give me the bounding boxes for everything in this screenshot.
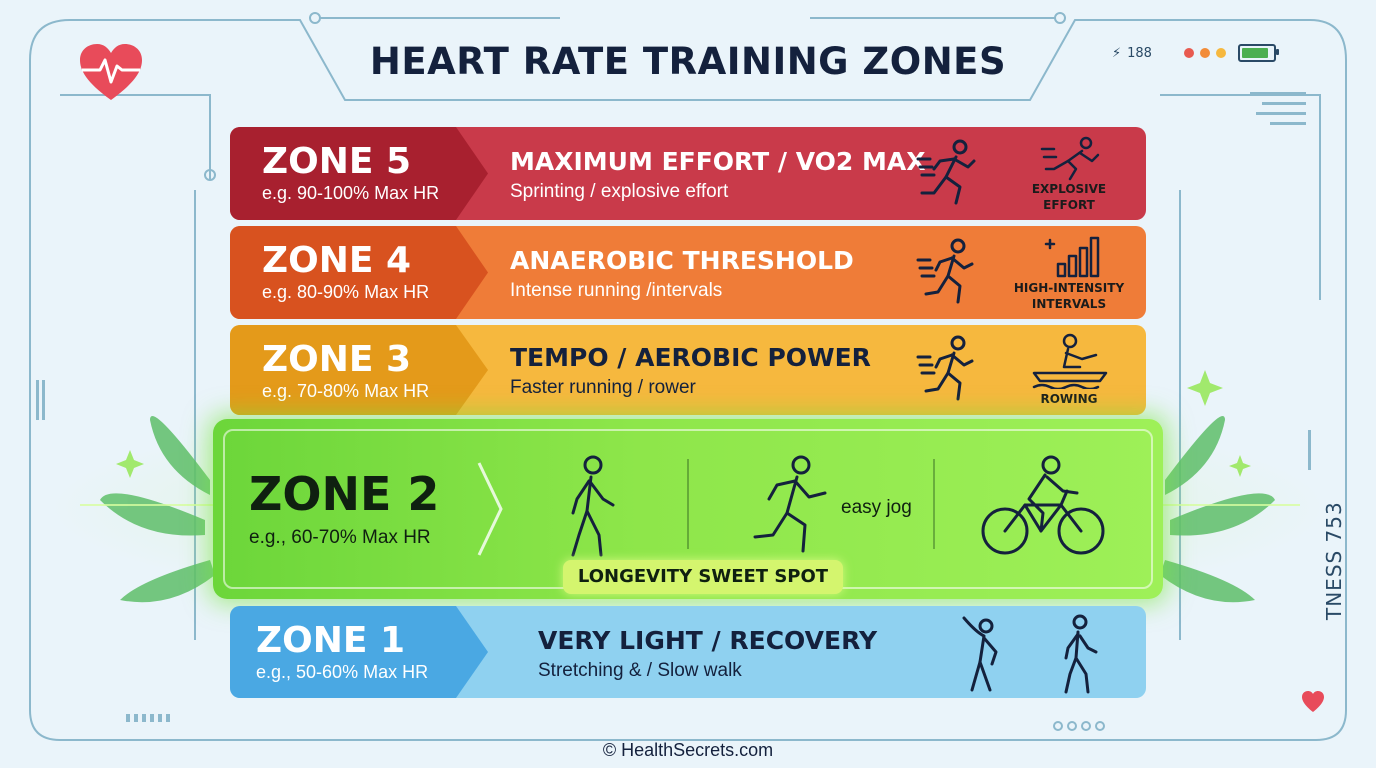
zone-4-heading: ANAEROBIC THRESHOLD	[510, 246, 854, 275]
hud-readout: 188	[1127, 45, 1152, 61]
runner-icon	[916, 238, 974, 304]
zone-1-label-block	[230, 606, 488, 698]
zone-3-caption: ROWING	[1040, 392, 1098, 406]
sprinter-icon	[916, 139, 976, 205]
jogger-icon	[753, 455, 827, 553]
rowing-icon	[1032, 333, 1108, 389]
zone-2-range: e.g., 60-70% Max HR	[249, 527, 431, 548]
left-leaves	[100, 416, 215, 603]
chevron-right-icon	[477, 462, 503, 556]
zone-5-heading: MAXIMUM EFFORT / VO2 MAX	[510, 147, 926, 176]
right-leaves	[1160, 416, 1275, 603]
zone-3-label-block	[230, 325, 488, 415]
cyclist-icon	[981, 455, 1105, 555]
status-dot-yellow	[1215, 48, 1226, 58]
runner-icon	[916, 335, 974, 401]
zone-3-range: e.g. 70-80% Max HR	[262, 381, 430, 401]
zone-1-heading: VERY LIGHT / RECOVERY	[538, 626, 878, 655]
zone-4-range: e.g. 80-90% Max HR	[262, 282, 430, 302]
status-dot-red	[1183, 48, 1194, 58]
activity-separator	[933, 459, 935, 549]
zone-5-row: ZONE 5 e.g. 90-100% Max HR MAXIMUM EFFOR…	[230, 127, 1146, 220]
zone-5-name: ZONE 5	[262, 141, 412, 182]
zone-4-description: Intense running /intervals	[510, 280, 723, 301]
copyright-footer: © HealthSecrets.com	[602, 740, 774, 760]
zone-4-label-block	[230, 226, 488, 319]
stretching-icon	[962, 616, 998, 692]
zone-2-activity-label: easy jog	[841, 497, 912, 518]
zone-4-row: ZONE 4 e.g. 80-90% Max HR ANAEROBIC THRE…	[230, 226, 1146, 319]
zone-1-name: ZONE 1	[256, 620, 406, 661]
sprint-start-icon	[1040, 136, 1100, 181]
status-hud: ⚡ 188	[1112, 42, 1279, 64]
small-heart-icon	[1302, 691, 1324, 712]
walker-icon	[571, 455, 615, 557]
zone-4-caption: HIGH-INTENSITY INTERVALS	[1013, 281, 1125, 311]
side-label: TNESS 753	[1322, 501, 1346, 620]
status-dot-orange	[1199, 48, 1210, 58]
zone-5-label-block	[230, 127, 488, 220]
zone-1-description: Stretching & / Slow walk	[538, 660, 742, 681]
page-title: HEART RATE TRAINING ZONES	[369, 40, 1007, 83]
battery-icon	[1237, 44, 1279, 62]
zone-3-name: ZONE 3	[262, 339, 412, 380]
activity-separator	[687, 459, 689, 549]
zone-5-caption: EXPLOSIVE EFFORT	[1031, 182, 1107, 212]
zone-4-name: ZONE 4	[262, 240, 412, 281]
bolt-icon: ⚡	[1112, 45, 1122, 61]
zone-5-range: e.g. 90-100% Max HR	[262, 183, 440, 203]
zone-5-description: Sprinting / explosive effort	[510, 181, 729, 202]
longevity-badge: LONGEVITY SWEET SPOT	[563, 560, 843, 594]
heart-rate-logo-icon	[80, 44, 142, 100]
zone-3-description: Faster running / rower	[510, 377, 696, 398]
walker-icon	[1064, 614, 1098, 694]
zone-2-name: ZONE 2	[249, 467, 440, 521]
zone-1-range: e.g., 50-60% Max HR	[256, 662, 429, 682]
zone-3-heading: TEMPO / AEROBIC POWER	[510, 343, 871, 372]
bar-chart-icon	[1044, 236, 1100, 278]
zone-3-row: ZONE 3 e.g. 70-80% Max HR TEMPO / AEROBI…	[230, 325, 1146, 415]
zone-2-row: ZONE 2 e.g., 60-70% Max HR easy jog LONG…	[213, 419, 1163, 599]
zone-1-row: ZONE 1 e.g., 50-60% Max HR VERY LIGHT / …	[230, 606, 1146, 698]
